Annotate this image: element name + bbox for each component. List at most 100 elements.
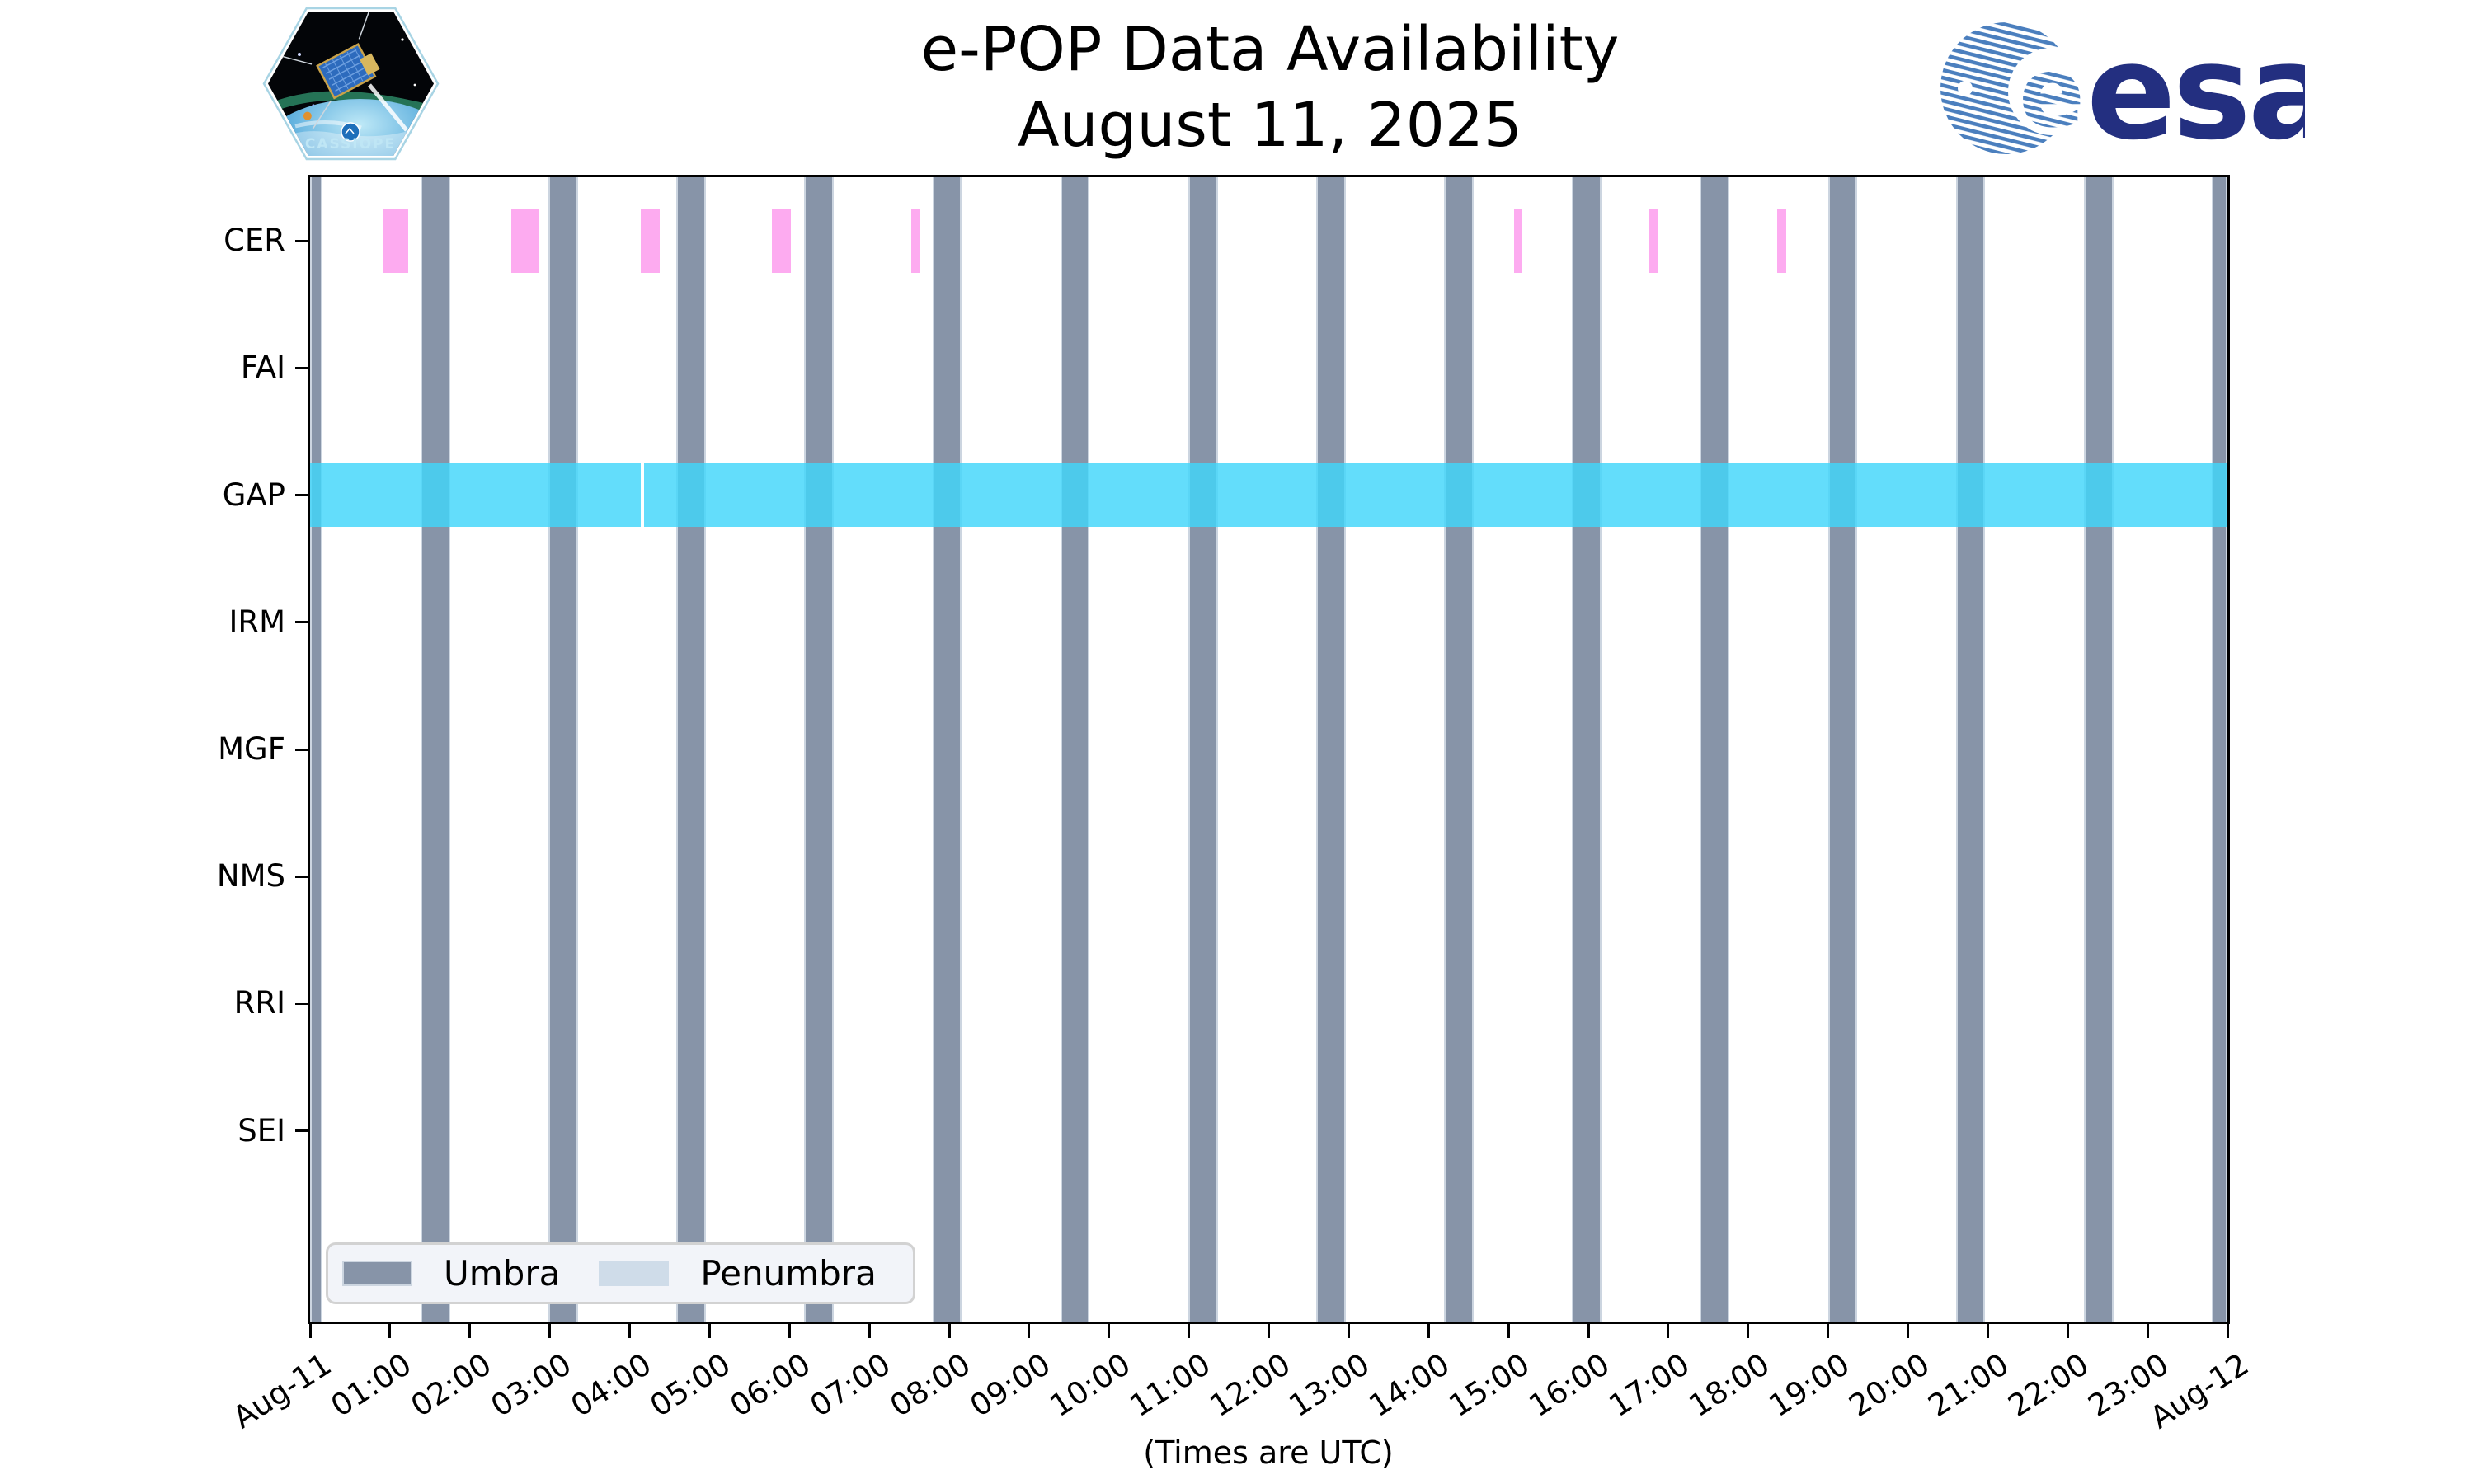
x-tick-mark <box>1507 1324 1510 1338</box>
x-tick-label: 01:00 <box>324 1346 418 1425</box>
x-tick-mark <box>1028 1324 1031 1338</box>
chart-title: e-POP Data Availability <box>920 14 1620 85</box>
y-tick-mark <box>295 239 310 242</box>
instrument-label-irm: IRM <box>228 603 285 640</box>
x-tick-label: 03:00 <box>484 1346 578 1425</box>
gap-availability-bar <box>644 463 2227 528</box>
chart-title-block: e-POP Data Availability August 11, 2025 <box>825 12 1715 163</box>
x-tick-label: 20:00 <box>1842 1346 1935 1425</box>
umbra-bar <box>1316 177 1346 1322</box>
cer-availability-bar <box>1776 209 1786 273</box>
umbra-bar <box>548 177 578 1322</box>
y-tick-mark <box>295 494 310 497</box>
x-tick-mark <box>2146 1324 2149 1338</box>
y-tick-mark <box>295 366 310 369</box>
x-tick-label: 15:00 <box>1442 1346 1536 1425</box>
x-tick-mark <box>868 1324 871 1338</box>
penumbra-legend-label: Penumbra <box>700 1253 877 1294</box>
x-tick-label: 18:00 <box>1682 1346 1776 1425</box>
esa-globe-e: e <box>2019 35 2085 149</box>
umbra-bar <box>932 177 962 1322</box>
x-tick-mark <box>308 1324 312 1338</box>
cer-availability-bar <box>640 209 661 273</box>
patch-satellite <box>279 12 380 130</box>
instrument-label-cer: CER <box>223 223 285 259</box>
umbra-bar <box>1700 177 1730 1322</box>
patch-artwork: CASSIOPE <box>268 12 434 156</box>
x-tick-mark <box>2066 1324 2069 1338</box>
x-tick-mark <box>1827 1324 1830 1338</box>
umbra-bar <box>310 177 322 1322</box>
y-tick-mark <box>295 1129 310 1133</box>
umbra-legend-swatch <box>342 1261 412 1286</box>
instrument-label-fai: FAI <box>240 350 285 386</box>
y-tick-mark <box>295 748 310 751</box>
umbra-bar <box>1955 177 1986 1322</box>
x-tick-label: 14:00 <box>1362 1346 1456 1425</box>
y-tick-mark <box>295 1002 310 1005</box>
x-tick-mark <box>788 1324 791 1338</box>
cer-availability-bar <box>383 209 408 273</box>
x-tick-mark <box>1587 1324 1590 1338</box>
esa-logo: e esa <box>1940 15 2305 165</box>
patch-cassiope-text: CASSIOPE <box>305 136 396 153</box>
umbra-bar <box>804 177 835 1322</box>
x-tick-label: 06:00 <box>723 1346 817 1425</box>
umbra-bar <box>2083 177 2114 1322</box>
x-tick-label: 22:00 <box>2001 1346 2095 1425</box>
x-tick-label: 17:00 <box>1602 1346 1696 1425</box>
gap-availability-bar <box>310 463 641 528</box>
x-tick-label: 12:00 <box>1203 1346 1296 1425</box>
umbra-bar <box>676 177 706 1322</box>
x-tick-label: 08:00 <box>883 1346 977 1425</box>
instrument-label-mgf: MGF <box>218 731 285 767</box>
patch-csa-roundel <box>341 122 360 142</box>
patch-aurora <box>268 91 434 114</box>
x-tick-label: 02:00 <box>404 1346 498 1425</box>
x-tick-mark <box>1667 1324 1670 1338</box>
y-tick-mark <box>295 875 310 878</box>
y-tick-mark <box>295 621 310 624</box>
cer-availability-bar <box>1513 209 1522 273</box>
umbra-bar <box>1060 177 1090 1322</box>
esa-globe-star <box>1958 81 1973 96</box>
umbra-bar <box>420 177 450 1322</box>
umbra-bar <box>1444 177 1474 1322</box>
umbra-bar <box>1572 177 1602 1322</box>
cer-availability-bar <box>910 209 920 273</box>
x-tick-label: 19:00 <box>1762 1346 1856 1425</box>
x-tick-mark <box>948 1324 951 1338</box>
x-tick-mark <box>388 1324 392 1338</box>
legend: Umbra Penumbra <box>326 1242 915 1304</box>
instrument-label-rri: RRI <box>233 985 285 1021</box>
cer-availability-bar <box>510 209 539 273</box>
penumbra-legend-swatch <box>599 1261 670 1286</box>
plot-area <box>310 177 2227 1322</box>
instrument-label-nms: NMS <box>216 858 285 895</box>
cer-availability-bar <box>771 209 791 273</box>
umbra-bar <box>1188 177 1218 1322</box>
x-tick-label: Aug-11 <box>226 1346 338 1436</box>
umbra-bar <box>1827 177 1858 1322</box>
x-tick-mark <box>1268 1324 1270 1338</box>
x-tick-mark <box>708 1324 711 1338</box>
x-tick-label: 05:00 <box>643 1346 737 1425</box>
x-tick-label: 13:00 <box>1282 1346 1376 1425</box>
x-tick-mark <box>628 1324 631 1338</box>
instrument-label-sei: SEI <box>238 1112 285 1148</box>
esa-wordmark: esa <box>2086 15 2305 165</box>
x-tick-mark <box>1747 1324 1750 1338</box>
cassiope-mission-patch: CASSIOPE <box>262 7 440 161</box>
x-axis-label: (Times are UTC) <box>1143 1435 1394 1471</box>
x-tick-mark <box>2226 1324 2229 1338</box>
x-tick-mark <box>1188 1324 1191 1338</box>
x-tick-mark <box>1427 1324 1430 1338</box>
umbra-legend-label: Umbra <box>444 1253 561 1294</box>
chart-subtitle: August 11, 2025 <box>1017 90 1523 161</box>
instrument-label-gap: GAP <box>222 477 285 513</box>
x-tick-label: 11:00 <box>1123 1346 1217 1425</box>
x-tick-mark <box>468 1324 472 1338</box>
x-tick-label: 16:00 <box>1522 1346 1616 1425</box>
x-tick-label: 10:00 <box>1043 1346 1137 1425</box>
x-tick-label: 21:00 <box>1921 1346 2015 1425</box>
